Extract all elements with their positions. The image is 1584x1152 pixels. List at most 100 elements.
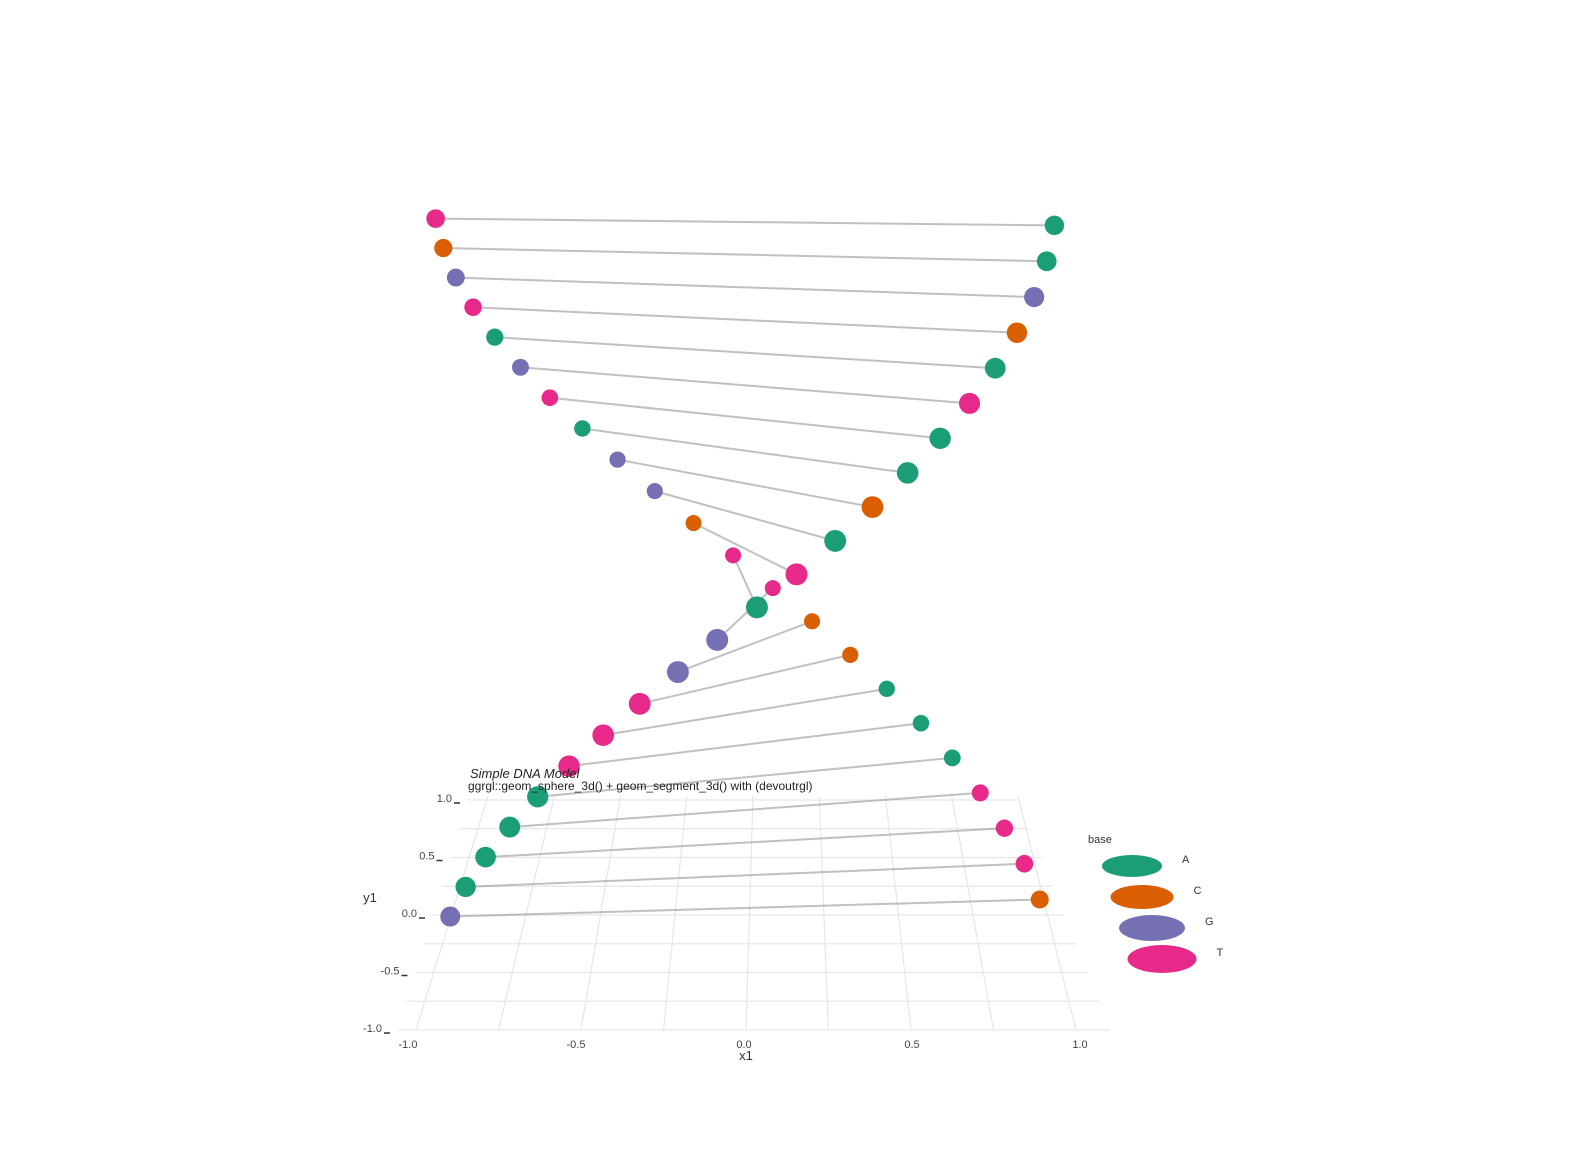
base-sphere <box>446 268 465 287</box>
legend-label: A <box>1182 854 1190 866</box>
base-sphere <box>725 547 742 564</box>
x-axis-label: x1 <box>739 1048 753 1063</box>
base-pair-segment <box>443 247 1047 263</box>
grid-line-v <box>662 795 688 1031</box>
base-sphere <box>486 328 504 346</box>
base-pair-segments <box>435 217 1055 918</box>
base-sphere <box>434 238 453 258</box>
base-pair-segment <box>549 396 941 440</box>
base-sphere <box>1006 322 1028 343</box>
legend: base A C G T <box>1088 834 1224 973</box>
base-sphere <box>1036 251 1057 272</box>
base-pair-segment <box>677 620 813 673</box>
chart-subtitle: ggrgl::geom_sphere_3d() + geom_segment_3… <box>468 779 813 793</box>
base-sphere <box>824 529 847 552</box>
base-sphere <box>685 515 702 532</box>
base-sphere <box>804 613 821 630</box>
base-sphere <box>943 749 961 767</box>
base-pair-segment <box>435 217 1055 227</box>
legend-key <box>1102 855 1162 877</box>
base-pair-segment <box>494 336 996 370</box>
y-tick-label: 1.0 <box>437 793 452 805</box>
legend-title: base <box>1088 834 1112 846</box>
y-tick-label: -1.0 <box>363 1023 382 1035</box>
base-pair-segment <box>485 827 1005 859</box>
base-sphere <box>764 580 781 597</box>
base-pair-segment <box>716 587 774 641</box>
base-sphere <box>574 420 591 437</box>
base-sphere <box>646 483 663 500</box>
base-pair-segment <box>520 366 970 405</box>
base-spheres <box>426 209 1065 927</box>
grid-line-v <box>497 795 555 1031</box>
chart-title: Simple DNA Model <box>470 766 580 781</box>
base-sphere <box>558 755 580 777</box>
grid-line-v <box>884 795 912 1031</box>
legend-label: G <box>1205 916 1214 928</box>
x-tick-label: 0.5 <box>904 1039 919 1051</box>
base-sphere <box>426 209 445 228</box>
base-sphere <box>971 784 989 802</box>
x-tick-label: -0.5 <box>567 1039 586 1051</box>
base-sphere <box>440 906 461 927</box>
legend-label: T <box>1217 947 1224 959</box>
legend-label: C <box>1194 885 1202 897</box>
base-sphere <box>512 358 529 376</box>
base-sphere <box>455 876 476 898</box>
base-sphere <box>912 714 930 732</box>
base-pair-segment <box>693 522 797 576</box>
base-sphere <box>706 628 729 651</box>
y-tick-label: -0.5 <box>381 966 400 978</box>
base-sphere <box>1024 287 1045 308</box>
y-axis-label: y1 <box>363 890 377 905</box>
base-pair-segment <box>582 427 908 474</box>
base-sphere <box>896 462 919 484</box>
grid-line-v <box>745 795 754 1031</box>
base-pair-segment <box>603 687 887 737</box>
base-pair-segment <box>509 791 981 829</box>
x-tick-label: 1.0 <box>1072 1039 1087 1051</box>
base-sphere <box>666 661 689 684</box>
base-sphere <box>995 819 1014 837</box>
base-sphere <box>592 724 615 746</box>
base-pair-segment <box>450 898 1040 918</box>
grid-line-v <box>818 795 830 1031</box>
base-sphere <box>499 816 521 838</box>
base-sphere <box>464 298 482 317</box>
plot-grid <box>398 795 1110 1031</box>
base-sphere <box>958 392 981 414</box>
y-tick-label: 0.5 <box>419 851 434 863</box>
grid-line-v <box>951 795 995 1031</box>
x-tick-label: -1.0 <box>399 1039 418 1051</box>
base-pair-segment <box>654 490 836 542</box>
x-tick-label: 0.0 <box>736 1039 751 1051</box>
legend-key <box>1110 885 1174 909</box>
axis-ticks: -1.0 -0.5 0.0 0.5 1.0 -1.0 -0.5 0.0 0.5 1.0 <box>363 793 1088 1051</box>
base-pair-segment <box>465 862 1025 888</box>
base-pair-segment <box>455 276 1035 299</box>
base-pair-segment <box>537 756 953 798</box>
legend-key <box>1119 915 1185 941</box>
base-sphere <box>878 680 895 698</box>
base-sphere <box>745 596 768 619</box>
base-sphere <box>1015 854 1034 873</box>
base-pair-segment <box>473 306 1017 334</box>
base-sphere <box>527 786 549 808</box>
base-sphere <box>628 692 651 715</box>
base-sphere <box>785 563 808 586</box>
base-sphere <box>1030 890 1049 909</box>
y-tick-label: 0.0 <box>402 908 417 920</box>
base-pair-segment <box>617 458 873 509</box>
base-pair-segment <box>639 653 851 705</box>
base-sphere <box>861 496 884 518</box>
base-sphere <box>929 427 951 449</box>
base-sphere <box>984 357 1006 379</box>
base-sphere <box>609 451 626 468</box>
base-sphere <box>541 389 559 407</box>
grid-line-v <box>1017 795 1077 1031</box>
base-sphere <box>1044 215 1065 236</box>
base-sphere <box>475 846 496 868</box>
base-sphere <box>842 646 859 663</box>
base-pair-segment <box>568 722 922 768</box>
